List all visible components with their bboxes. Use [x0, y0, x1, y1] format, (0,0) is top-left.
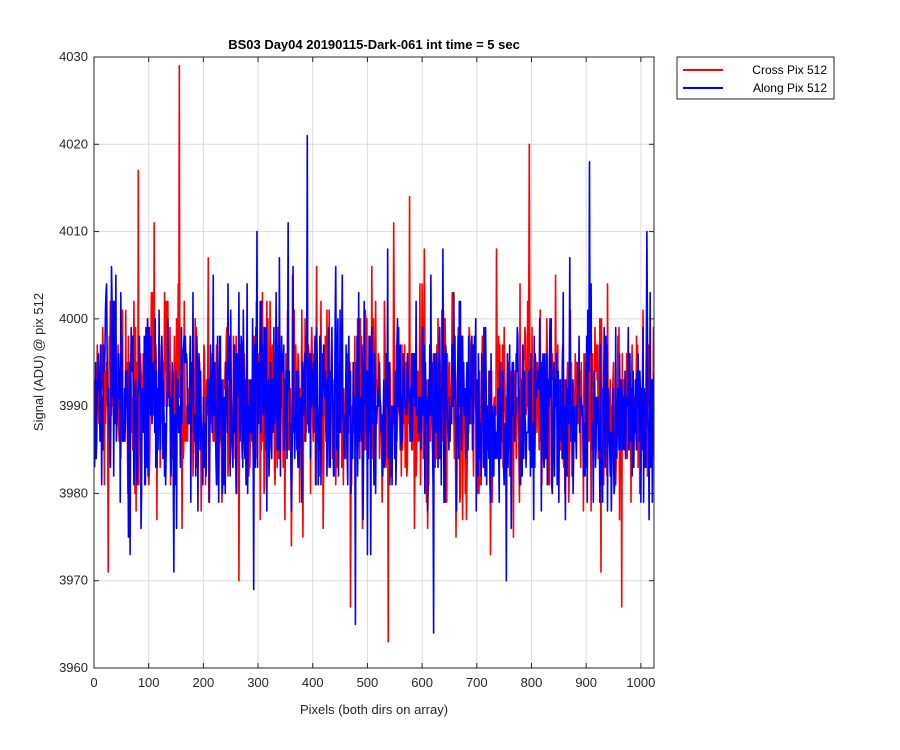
x-tick-label: 900	[575, 675, 597, 690]
y-tick-label: 3960	[59, 660, 88, 675]
y-tick-label: 4010	[59, 224, 88, 239]
ticks	[93, 56, 654, 669]
legend-label-cross: Cross Pix 512	[752, 63, 827, 77]
legend-label-along: Along Pix 512	[753, 81, 827, 95]
x-tick-label: 600	[411, 675, 433, 690]
y-tick-label: 3970	[59, 573, 88, 588]
chart-title: BS03 Day04 20190115-Dark-061 int time = …	[228, 37, 520, 52]
x-tick-label: 100	[138, 675, 160, 690]
x-tick-label: 700	[466, 675, 488, 690]
y-tick-label: 4000	[59, 311, 88, 326]
y-tick-label: 3980	[59, 485, 88, 500]
series-line-1	[94, 134, 654, 634]
legend-box	[676, 56, 835, 100]
y-axis-label: Signal (ADU) @ pix 512	[31, 293, 46, 431]
x-tick-label: 200	[193, 675, 215, 690]
series-layer	[94, 64, 654, 643]
y-tick-label: 4020	[59, 136, 88, 151]
plot-area: 0 100 200 300 400 500 600 700 800 900 1000 3960 3970…	[59, 49, 655, 690]
x-tick-label: 1000	[626, 675, 655, 690]
x-tick-label: 800	[521, 675, 543, 690]
tick-labels: 0 100 200 300 400 500 600 700 800 900 1000 3960 3970…	[59, 49, 655, 690]
axes-box	[93, 56, 655, 669]
x-tick-label: 400	[302, 675, 324, 690]
y-tick-label: 4030	[59, 49, 88, 64]
x-tick-label: 300	[247, 675, 269, 690]
legend: Cross Pix 512 Along Pix 512	[676, 56, 835, 100]
x-tick-label: 0	[90, 675, 97, 690]
y-tick-label: 3990	[59, 398, 88, 413]
x-tick-label: 500	[357, 675, 379, 690]
x-axis-label: Pixels (both dirs on array)	[300, 702, 448, 717]
